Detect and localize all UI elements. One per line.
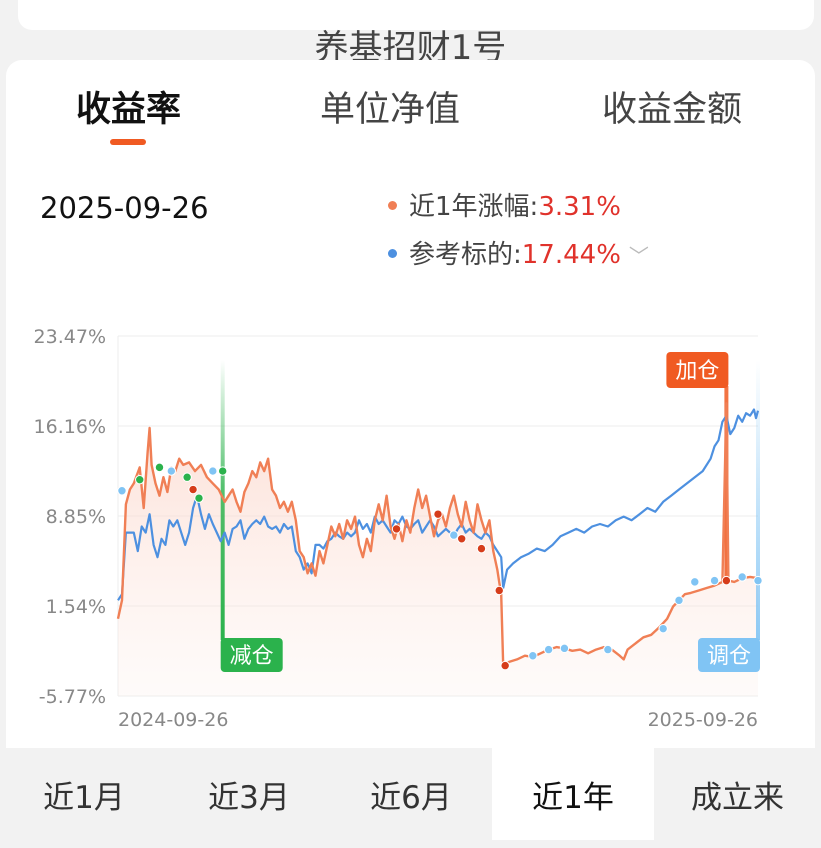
annotation-box bbox=[698, 638, 760, 672]
adjust-marker[interactable] bbox=[753, 575, 763, 586]
fund-area bbox=[118, 403, 758, 696]
legend-fund: 近1年涨幅:3.31% bbox=[388, 190, 621, 224]
annotation-box bbox=[220, 638, 283, 672]
benchmark-series-line bbox=[117, 408, 760, 601]
buy-marker[interactable] bbox=[433, 509, 443, 519]
buy-marker[interactable] bbox=[476, 543, 487, 554]
y-tick-label: 1.54% bbox=[46, 596, 106, 618]
benchmark-dot-icon bbox=[388, 249, 397, 258]
annotation-box bbox=[666, 352, 729, 388]
adjust-marker[interactable] bbox=[117, 486, 127, 496]
period-3-months[interactable]: 近3月 bbox=[208, 780, 290, 816]
adjust-marker[interactable] bbox=[709, 575, 720, 586]
legend-benchmark[interactable]: 参考标的:17.44% ﹀ bbox=[388, 238, 649, 273]
buy-marker[interactable] bbox=[494, 585, 504, 596]
adjust-marker[interactable] bbox=[658, 623, 668, 634]
sell-marker[interactable] bbox=[154, 462, 165, 473]
annotation-label: 调仓 bbox=[707, 644, 751, 669]
sell-marker[interactable] bbox=[182, 472, 192, 482]
legend-benchmark-label: 参考标的: bbox=[409, 240, 522, 270]
sell-marker[interactable] bbox=[217, 466, 228, 476]
y-tick-label: -5.77% bbox=[39, 686, 106, 708]
adjust-marker[interactable] bbox=[528, 651, 538, 661]
selected-date: 2025-09-26 bbox=[40, 191, 209, 225]
top-card bbox=[18, 0, 814, 30]
adjust-marker[interactable] bbox=[543, 644, 554, 655]
tab-return-rate[interactable]: 收益率 bbox=[76, 90, 182, 130]
buy-marker[interactable] bbox=[188, 484, 198, 495]
adjust-marker[interactable] bbox=[449, 530, 459, 540]
legend-benchmark-value: 17.44% bbox=[521, 240, 621, 270]
fund-dot-icon bbox=[388, 201, 397, 210]
adjust-marker[interactable] bbox=[603, 644, 613, 655]
legend-fund-label: 近1年涨幅: bbox=[409, 192, 539, 222]
y-tick-label: 8.85% bbox=[46, 506, 106, 528]
adjust-marker[interactable] bbox=[208, 466, 218, 476]
buy-marker[interactable] bbox=[457, 534, 467, 544]
period-since-inception[interactable]: 成立来 bbox=[691, 780, 784, 816]
period-6-months[interactable]: 近6月 bbox=[370, 780, 452, 816]
tab-unit-nav[interactable]: 单位净值 bbox=[320, 90, 461, 130]
chevron-down-icon[interactable]: ﹀ bbox=[628, 244, 649, 268]
adjust-marker[interactable] bbox=[674, 595, 684, 606]
period-1-year[interactable]: 近1年 bbox=[492, 748, 654, 840]
period-1-month[interactable]: 近1月 bbox=[43, 780, 125, 816]
adjust-marker[interactable] bbox=[690, 577, 700, 587]
annotation-label: 减仓 bbox=[230, 644, 274, 669]
return-chart[interactable]: 23.47% 16.16% 8.85% 1.54% -5.77% 2024-09-26 2… bbox=[0, 300, 821, 740]
sell-marker[interactable] bbox=[194, 493, 204, 503]
annotation-label: 加仓 bbox=[675, 359, 719, 384]
period-bar bbox=[0, 748, 821, 840]
buy-marker[interactable] bbox=[391, 524, 402, 534]
buy-marker[interactable] bbox=[721, 575, 732, 586]
tab-return-amount[interactable]: 收益金额 bbox=[602, 90, 743, 130]
legend-fund-value: 3.31% bbox=[538, 192, 621, 222]
annotation-line bbox=[756, 360, 760, 640]
adjust-marker[interactable] bbox=[166, 466, 177, 476]
active-tab-indicator bbox=[110, 139, 146, 145]
x-tick-label-end: 2025-09-26 bbox=[648, 709, 758, 731]
buy-marker[interactable] bbox=[500, 660, 510, 671]
x-tick-label-start: 2024-09-26 bbox=[118, 709, 228, 731]
y-tick-label: 16.16% bbox=[34, 416, 106, 438]
sell-marker[interactable] bbox=[135, 474, 145, 485]
adjust-marker[interactable] bbox=[559, 643, 570, 654]
adjust-marker[interactable] bbox=[737, 572, 747, 582]
y-tick-label: 23.47% bbox=[34, 326, 106, 348]
